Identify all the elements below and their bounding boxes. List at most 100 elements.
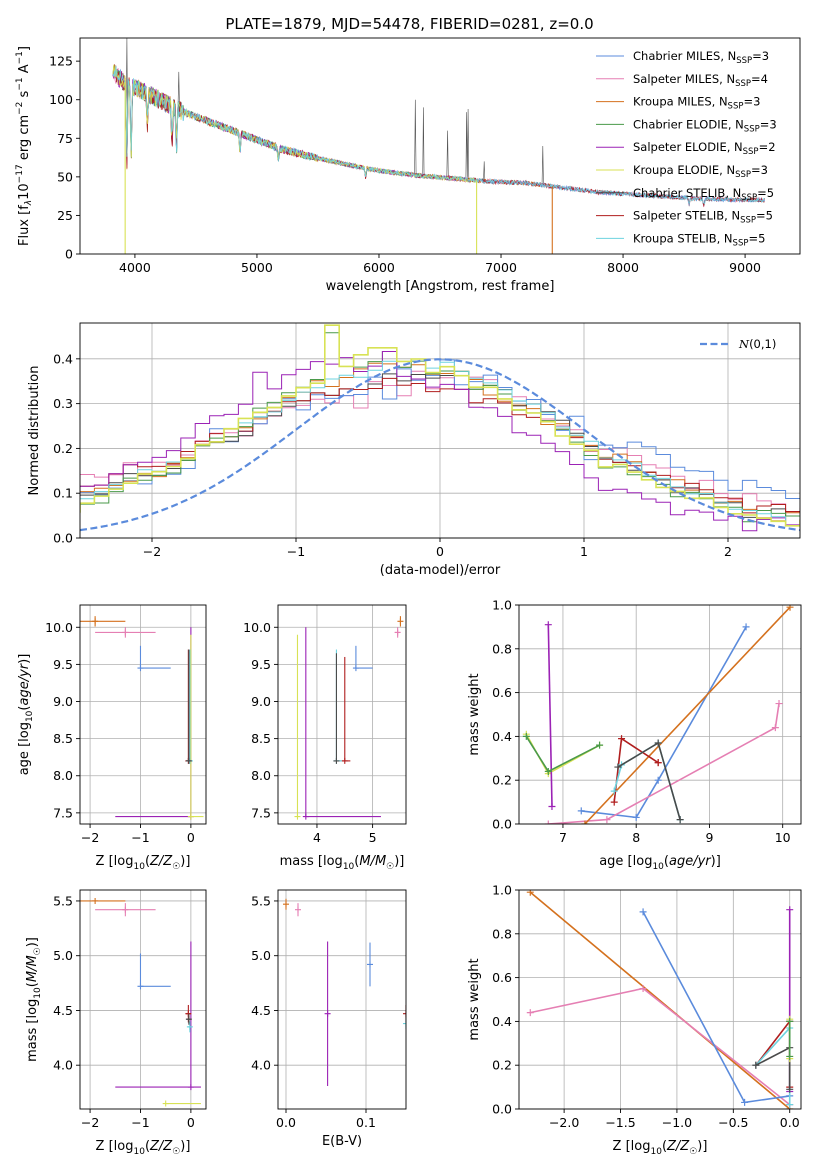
x-tick-label: 7	[559, 830, 567, 845]
series-marker-chabrier_miles	[632, 813, 640, 821]
x-tick-label: 10	[775, 830, 791, 845]
x-tick-label: 9000	[729, 260, 761, 275]
y-tick-label: 5.5	[251, 893, 271, 908]
x-tick-label: 6000	[363, 260, 395, 275]
y-tick-label: 125	[49, 54, 73, 69]
y-tick-label: 0.2	[492, 1058, 512, 1073]
label-part: (	[664, 854, 669, 869]
x-tick-label: 5000	[241, 260, 273, 275]
series-marker-kroupa_miles	[581, 820, 589, 824]
legend-entry-base: Kroupa STELIB, N	[633, 231, 733, 245]
series-line-salpeter_miles	[548, 703, 780, 824]
legend-entry-tail: =5	[756, 209, 773, 223]
series-marker-chabrier_elodie	[786, 1052, 794, 1060]
x-axis-label: wavelength [Angstrom, rest frame]	[326, 279, 555, 294]
y-tick-label: 9.0	[53, 694, 73, 709]
x-tick-label: −1.5	[605, 1115, 635, 1130]
axes-frame	[79, 322, 801, 539]
series-marker-salpeter_miles	[775, 700, 783, 708]
series-marker-kroupa_miles	[526, 890, 534, 896]
x-axis-label: Z [log10(Z/Z☉)]	[96, 1139, 191, 1157]
y-tick-label: 1.0	[492, 598, 512, 613]
series-marker-chabrier_miles	[577, 807, 585, 815]
point-marker-salpeter_elodie	[302, 813, 309, 820]
x-tick-label: 1	[580, 544, 588, 559]
y-tick-label: 4.5	[251, 1003, 271, 1018]
label-part: M/M	[25, 955, 40, 982]
series-marker-salpeter_elodie	[548, 802, 556, 810]
y-tick-label: 0.0	[492, 817, 512, 832]
series-marker-salpeter_miles	[526, 1009, 534, 1017]
y-tick-label: 9.5	[53, 657, 73, 672]
label-part: )]	[394, 854, 404, 869]
y-tick-label: 8.5	[251, 731, 271, 746]
point-marker-salpeter_stelib	[341, 757, 348, 764]
y-tick-label: 10.0	[243, 620, 271, 635]
y-tick-label: 0.3	[53, 396, 73, 411]
series-line-salpeter_stelib	[755, 1019, 791, 1088]
y-tick-label: 0.0	[492, 1102, 512, 1117]
series-marker-chabrier_stelib	[676, 816, 684, 824]
x-tick-label: −1	[131, 1115, 149, 1130]
x-tick-label: −1.0	[662, 1115, 692, 1130]
histogram-kroupa_stelib	[80, 358, 800, 527]
label-part: )]	[180, 854, 190, 869]
legend-entry-base: Salpeter ELODIE, N	[633, 140, 743, 154]
y-tick-label: 0.6	[492, 685, 512, 700]
label-part: s	[17, 90, 32, 101]
point-marker-salpeter_miles	[122, 629, 129, 636]
label-part: ☉	[689, 1147, 697, 1157]
y-axis-label: mass weight	[467, 958, 482, 1040]
legend-entry-kroupa_miles: Kroupa MILES, NSSP=3	[633, 95, 760, 112]
plot-area-residuals	[80, 324, 800, 532]
point-marker-salpeter_elodie	[324, 1010, 331, 1017]
point-marker-kroupa_miles	[397, 618, 404, 625]
axes-residuals: −2 −1 0 1 2 0.0 0.1 0.2 0.3 0.4 (data-model)/error…	[27, 322, 801, 578]
axes-frame	[277, 604, 407, 825]
series-marker-chabrier_stelib	[786, 1085, 794, 1093]
y-tick-label: 25	[57, 208, 73, 223]
legend-entry-tail: =3	[760, 117, 777, 131]
legend-entry-kroupa_elodie: Kroupa ELODIE, NSSP=3	[633, 163, 768, 180]
x-tick-label: 0.0	[276, 1115, 296, 1130]
label-part: age [log	[599, 854, 652, 869]
axes-frame	[79, 889, 207, 1110]
label-part: 10	[133, 1147, 145, 1157]
series-line-chabrier_miles	[642, 911, 790, 1104]
y-tick-label: 5.0	[251, 948, 271, 963]
point-marker-kroupa_miles	[92, 618, 99, 625]
legend-entry-sub: SSP	[735, 79, 751, 89]
series-marker-salpeter_miles	[544, 820, 552, 824]
y-tick-label: 1.0	[492, 883, 512, 898]
y-tick-label: 0.8	[492, 926, 512, 941]
point-marker-kroupa_elodie	[294, 813, 301, 820]
series-marker-salpeter_stelib	[610, 798, 618, 806]
label-part: ☉	[172, 1147, 180, 1157]
legend-entry-normal: N(0,1)	[738, 337, 776, 351]
spectrum-line-salpeter_elodie	[112, 65, 477, 182]
y-tick-label: 0.4	[492, 729, 512, 744]
label-part: ]	[17, 46, 32, 51]
histogram-kroupa_miles	[80, 362, 800, 522]
x-tick-label: 0.1	[356, 1115, 376, 1130]
label-part: Z [log	[96, 854, 134, 869]
x-tick-label: −1	[287, 544, 305, 559]
legend-entry-tail: =3	[752, 49, 769, 63]
legend-entry-base: Salpeter STELIB, N	[633, 209, 740, 223]
y-axis-label: mass weight	[467, 673, 482, 755]
axes-spectrum: 4000 5000 6000 7000 8000 9000 0 25 50 75 100 125 PLA…	[15, 15, 801, 294]
plot-area-mass_vs_Z	[80, 897, 201, 1107]
label-part: −2	[15, 102, 25, 115]
legend-entry-tail: =5	[757, 186, 774, 200]
chart-title: PLATE=1879, MJD=54478, FIBERID=0281, z=0…	[225, 15, 593, 33]
point-marker-chabrier_stelib	[185, 1016, 192, 1023]
series-marker-salpeter_miles	[603, 816, 611, 824]
normal-curve	[80, 358, 800, 532]
axes-frame	[518, 889, 802, 1110]
label-part: (	[17, 706, 32, 711]
legend-entry-normal-args: (0,1)	[749, 337, 776, 351]
x-tick-label: 5	[369, 830, 377, 845]
point-marker-chabrier_stelib	[185, 757, 192, 764]
legend-entry-salpeter_stelib: Salpeter STELIB, NSSP=5	[633, 209, 773, 226]
series-line-kroupa_miles	[584, 606, 791, 824]
